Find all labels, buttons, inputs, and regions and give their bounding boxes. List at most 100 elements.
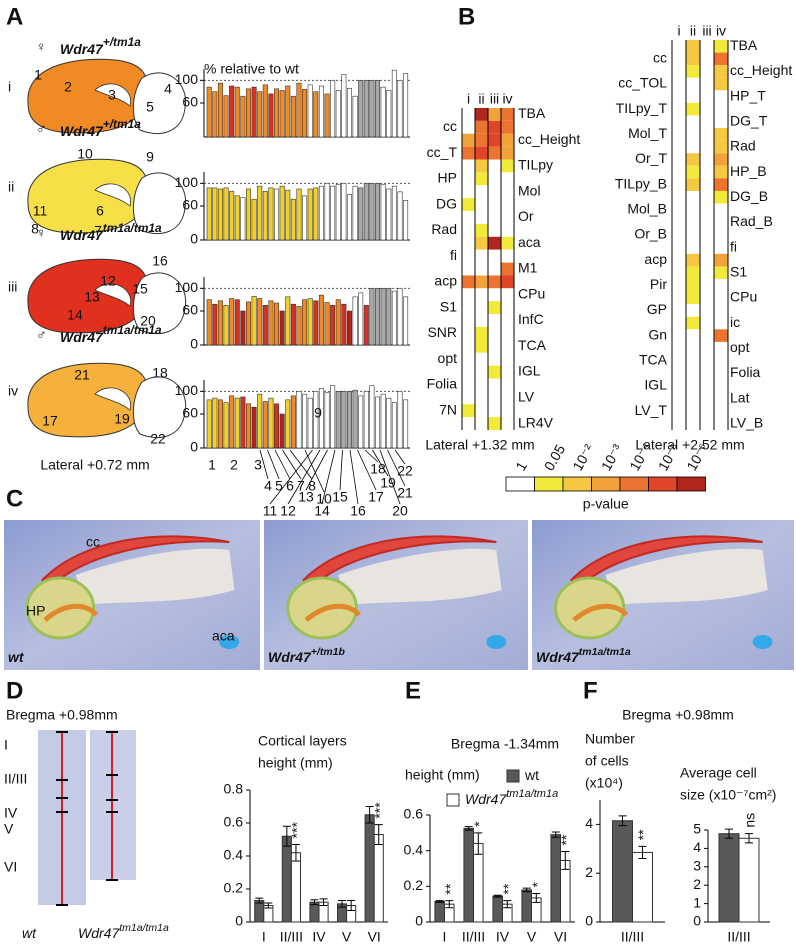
bar <box>285 296 291 346</box>
bar <box>318 185 324 241</box>
heat-cell <box>700 216 714 229</box>
bar <box>313 91 319 138</box>
x-tick-label: IV <box>496 929 510 945</box>
heat-cell <box>475 365 488 379</box>
x-tick-label: II/III <box>462 929 485 945</box>
heat-cell <box>488 249 501 263</box>
row-label: CPu <box>518 285 545 301</box>
leader-line <box>274 449 291 480</box>
bar <box>290 198 296 241</box>
gene-name: Wdr47 <box>78 925 120 941</box>
panel-letter: A <box>6 3 23 30</box>
heat-cell <box>672 203 686 217</box>
layer-label: IV <box>4 805 18 821</box>
error-bar <box>445 900 454 909</box>
heat-cell <box>672 417 686 430</box>
heat-cell <box>475 326 488 340</box>
heat-cell <box>714 354 728 368</box>
heat-cell <box>686 203 700 217</box>
heat-cell <box>462 417 475 430</box>
y-tick-label: 2 <box>693 876 701 892</box>
layer-label: I <box>4 737 8 753</box>
bar <box>369 80 375 138</box>
row-label: Rad <box>431 221 457 237</box>
region-number: 19 <box>114 411 130 427</box>
heat-cell <box>488 211 501 224</box>
bar <box>281 835 292 923</box>
heat-cell <box>672 52 686 66</box>
bar <box>274 88 280 138</box>
bar <box>380 393 386 449</box>
heat-cell <box>686 367 700 380</box>
heat-cell <box>700 190 714 204</box>
corpus-callosum <box>569 535 763 590</box>
bar <box>358 292 364 346</box>
heat-cell <box>488 146 501 160</box>
row-numeral: ii <box>8 179 14 195</box>
bar <box>718 833 740 923</box>
heat-cell <box>488 352 501 366</box>
bar <box>254 900 265 923</box>
heat-cell <box>714 253 728 267</box>
error-bar <box>503 900 512 909</box>
bar <box>346 87 352 138</box>
significance: ** <box>442 883 458 894</box>
heat-cell <box>488 120 501 134</box>
significance: ** <box>500 883 516 894</box>
heat-cell <box>700 417 714 430</box>
bar <box>358 80 364 138</box>
bar <box>318 294 324 346</box>
error-bar <box>365 806 374 824</box>
heat-cell <box>488 301 501 315</box>
bar <box>290 852 302 923</box>
colorbar-box <box>534 476 564 492</box>
bar <box>386 90 392 138</box>
heat-cell <box>686 178 700 191</box>
heat-cell <box>700 404 714 418</box>
row-label: Gn <box>648 326 667 342</box>
heat-cell <box>686 190 700 204</box>
bar <box>335 90 341 138</box>
bar <box>313 300 319 346</box>
bar <box>262 84 268 138</box>
row-numeral: iv <box>8 383 18 399</box>
heat-cell <box>672 65 686 78</box>
heat-cell <box>714 65 728 78</box>
region-tick-label: 7 <box>297 478 305 494</box>
region-tick-label: 8 <box>308 478 316 494</box>
y-tick-label: 0 <box>190 336 198 352</box>
heat-cell <box>700 115 714 129</box>
leader-line <box>387 449 406 487</box>
bar <box>363 183 369 241</box>
colorbar-label: 10⁻² <box>569 441 597 473</box>
heat-cell <box>488 133 501 147</box>
bar <box>212 187 218 241</box>
heat-cell <box>700 90 714 103</box>
row-label: Mol_T <box>628 125 667 141</box>
bar <box>341 391 347 449</box>
heat-cell <box>462 404 475 418</box>
heat-cell <box>700 279 714 292</box>
region-tick-label: 13 <box>298 489 314 505</box>
heat-cell <box>672 316 686 330</box>
bar <box>341 183 347 241</box>
heat-cell <box>686 65 700 78</box>
bar <box>358 395 364 449</box>
bar <box>302 195 308 241</box>
bar <box>245 403 251 449</box>
bar <box>463 827 474 923</box>
bar <box>364 814 375 923</box>
bar <box>391 290 397 346</box>
chart-title: % relative to wt <box>204 61 299 77</box>
heat-cell <box>686 102 700 116</box>
bar <box>296 391 302 449</box>
chart-title: height (mm) <box>258 755 333 771</box>
row-label: aca <box>518 234 541 250</box>
bar <box>352 296 358 346</box>
heat-cell <box>686 316 700 330</box>
heat-cell <box>686 392 700 405</box>
heatmap-title: Lateral +2.52 mm <box>635 437 744 453</box>
bar <box>245 88 251 138</box>
heat-cell <box>462 262 475 276</box>
